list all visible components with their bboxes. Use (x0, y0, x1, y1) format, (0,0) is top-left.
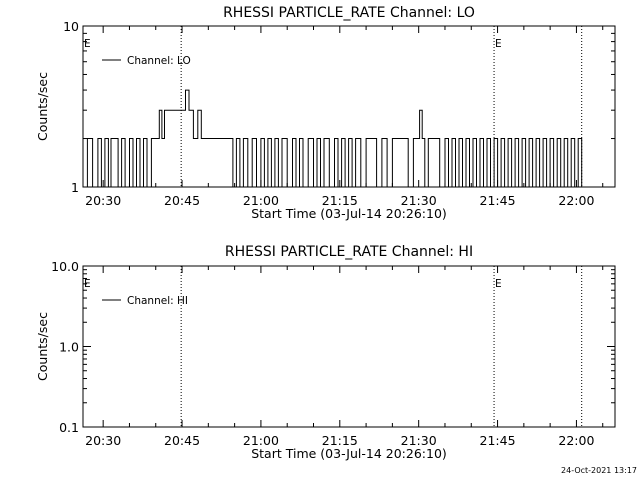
chart-title: RHESSI PARTICLE_RATE Channel: HI (225, 244, 473, 260)
x-axis-label: Start Time (03-Jul-14 20:26:10) (251, 446, 447, 461)
corner-label: E (84, 38, 91, 50)
x-tick-label: 20:45 (164, 193, 200, 208)
y-axis-label: Counts/sec (35, 312, 50, 381)
y-tick-label: 1 (71, 180, 79, 195)
x-tick-label: 21:30 (401, 193, 437, 208)
y-tick-label: 10.0 (51, 259, 79, 274)
series-line (83, 89, 583, 188)
x-tick-label: 21:45 (480, 193, 516, 208)
plot-frame (82, 265, 616, 428)
chart-title: RHESSI PARTICLE_RATE Channel: LO (223, 5, 475, 21)
x-tick-label: 21:15 (322, 193, 358, 208)
y-tick-label: 10 (63, 19, 79, 34)
event-marker-label: E (495, 278, 502, 290)
y-tick-label: 0.1 (59, 420, 79, 435)
event-marker-label: E (495, 38, 502, 50)
legend-label: Channel: HI (127, 295, 188, 307)
corner-label: E (84, 278, 91, 290)
x-tick-label: 22:00 (558, 193, 594, 208)
legend-label: Channel: LO (127, 55, 191, 67)
x-tick-label: 21:15 (322, 433, 358, 448)
y-tick-label: 1.0 (59, 340, 79, 355)
x-tick-label: 21:00 (243, 433, 279, 448)
x-tick-label: 20:45 (164, 433, 200, 448)
footer-timestamp: 24-Oct-2021 13:17 (561, 466, 637, 475)
x-tick-label: 20:30 (85, 193, 121, 208)
x-tick-label: 21:00 (243, 193, 279, 208)
y-axis-label: Counts/sec (35, 72, 50, 141)
x-tick-label: 21:30 (401, 433, 437, 448)
x-tick-label: 21:45 (480, 433, 516, 448)
x-tick-label: 22:00 (558, 433, 594, 448)
x-tick-label: 20:30 (85, 433, 121, 448)
x-axis-label: Start Time (03-Jul-14 20:26:10) (251, 206, 447, 221)
